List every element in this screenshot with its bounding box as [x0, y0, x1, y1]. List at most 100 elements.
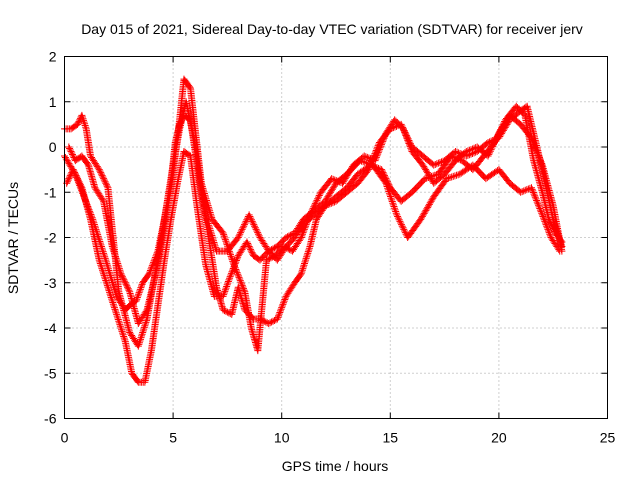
data-point — [199, 186, 207, 194]
data-point — [110, 249, 118, 257]
data-point — [331, 176, 339, 184]
data-point — [538, 211, 546, 219]
data-point — [74, 175, 82, 183]
data-point — [114, 314, 122, 322]
plot-frame — [64, 56, 608, 419]
data-point — [228, 256, 236, 264]
data-point — [545, 229, 553, 237]
data-point — [224, 244, 232, 252]
data-point — [207, 230, 215, 238]
data-point — [253, 227, 261, 235]
data-point — [279, 300, 287, 308]
data-point — [299, 265, 307, 273]
data-point — [320, 203, 328, 211]
data-point — [223, 241, 231, 249]
data-point — [70, 167, 78, 175]
data-point — [484, 138, 492, 146]
data-point — [484, 152, 492, 160]
data-point — [222, 239, 230, 247]
data-point — [206, 207, 214, 215]
data-point — [323, 201, 331, 209]
data-point — [264, 255, 272, 263]
data-point — [112, 307, 120, 315]
data-point — [485, 150, 493, 158]
data-point — [186, 83, 194, 91]
data-point — [387, 194, 395, 202]
data-point — [314, 195, 322, 203]
data-point — [486, 147, 494, 155]
data-point — [302, 254, 310, 262]
data-point — [62, 155, 70, 163]
data-point — [247, 216, 255, 224]
data-point — [204, 200, 212, 208]
data-point — [361, 158, 369, 166]
y-tick-label: -2 — [44, 230, 57, 246]
data-point — [207, 212, 215, 220]
data-point — [135, 289, 143, 297]
data-point — [98, 172, 106, 180]
data-point — [209, 235, 217, 243]
data-point — [531, 193, 539, 201]
data-point — [544, 225, 552, 233]
data-point — [210, 240, 218, 248]
data-point — [325, 191, 333, 199]
data-point — [265, 255, 273, 263]
data-point — [298, 232, 306, 240]
data-point — [301, 224, 309, 232]
data-point — [78, 113, 86, 121]
data-point — [135, 340, 143, 348]
data-point — [377, 141, 385, 149]
data-point — [109, 246, 117, 254]
data-point — [120, 332, 128, 340]
data-point — [389, 199, 397, 207]
data-point — [529, 139, 537, 147]
data-point — [119, 274, 127, 282]
data-point — [68, 151, 76, 159]
data-point — [427, 197, 435, 205]
data-point — [101, 275, 109, 283]
data-point — [227, 271, 235, 279]
data-point — [236, 277, 244, 285]
data-point — [439, 157, 447, 165]
data-point — [226, 274, 234, 282]
data-point — [115, 317, 123, 325]
data-point — [142, 307, 150, 315]
data-point — [123, 283, 131, 291]
data-point — [244, 241, 252, 249]
data-point — [232, 265, 240, 273]
data-point — [421, 175, 429, 183]
data-point — [300, 261, 308, 269]
data-point — [399, 224, 407, 232]
data-point — [343, 172, 351, 180]
data-point — [401, 227, 409, 235]
data-point — [376, 145, 384, 153]
data-point — [96, 260, 104, 268]
data-point — [281, 296, 289, 304]
data-point — [218, 228, 226, 236]
data-point — [241, 219, 249, 227]
data-point — [283, 244, 291, 252]
y-tick-label: -6 — [44, 411, 57, 427]
data-point — [95, 256, 103, 264]
data-point — [138, 282, 146, 290]
data-point — [99, 266, 107, 274]
data-point — [483, 140, 491, 148]
data-point — [205, 203, 213, 211]
data-point — [365, 164, 373, 172]
data-point — [541, 217, 549, 225]
data-point — [204, 202, 212, 210]
data-point — [135, 290, 143, 298]
data-point — [136, 337, 144, 345]
data-point — [529, 137, 537, 145]
data-point — [527, 134, 535, 142]
data-point — [230, 261, 238, 269]
chart-title: Day 015 of 2021, Sidereal Day-to-day VTE… — [81, 21, 583, 37]
data-point — [400, 225, 408, 233]
data-point — [327, 199, 335, 207]
data-point — [220, 231, 228, 239]
data-point — [103, 282, 111, 290]
data-point — [420, 163, 428, 171]
data-point — [121, 279, 129, 287]
data-point — [110, 304, 118, 312]
